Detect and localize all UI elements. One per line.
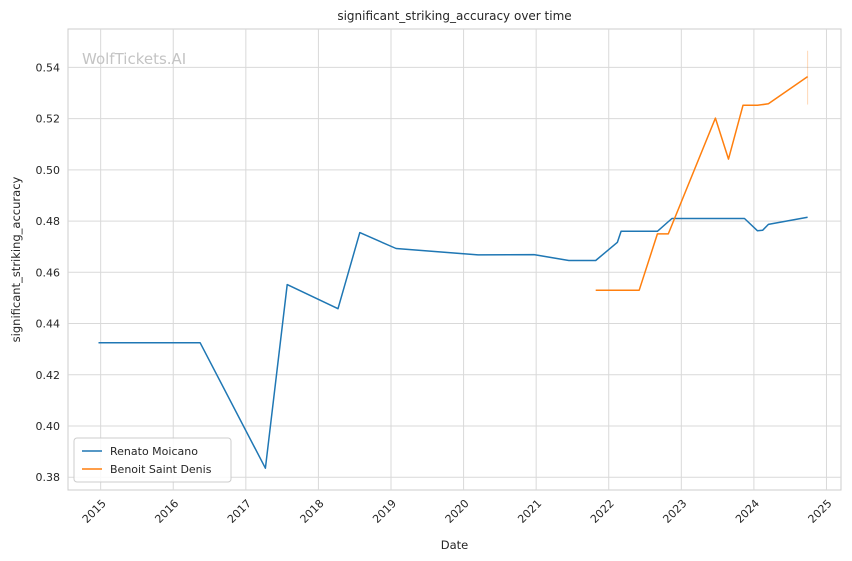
- y-tick-label: 0.42: [36, 369, 61, 382]
- legend-box: [73, 437, 232, 483]
- y-tick-label: 0.52: [36, 113, 61, 126]
- legend-label: Renato Moicano: [110, 445, 198, 458]
- y-tick-label: 0.38: [36, 471, 61, 484]
- y-axis-ticks: 0.38 0.40 0.42 0.44 0.46 0.48 0.50 0.52 0.54: [36, 61, 61, 484]
- series-line-renato-moicano: [98, 216, 808, 469]
- series-line-benoit-saint-denis: [595, 75, 809, 291]
- grid-lines: [68, 29, 841, 490]
- y-tick-label: 0.40: [36, 420, 61, 433]
- watermark-text: WolfTickets.AI: [82, 50, 186, 68]
- y-tick-label: 0.50: [36, 164, 61, 177]
- plot-area: [67, 28, 842, 491]
- y-tick-label: 0.54: [36, 61, 61, 74]
- y-axis-label: significant_striking_accuracy: [9, 176, 23, 342]
- series-layer: [98, 50, 809, 469]
- legend: Renato Moicano Benoit Saint Denis: [73, 437, 232, 483]
- x-axis-label: Date: [441, 538, 469, 552]
- y-tick-label: 0.44: [36, 318, 61, 331]
- chart-title: significant_striking_accuracy over time: [337, 9, 571, 23]
- y-tick-label: 0.48: [36, 215, 61, 228]
- y-tick-label: 0.46: [36, 266, 61, 279]
- legend-label: Benoit Saint Denis: [110, 463, 212, 476]
